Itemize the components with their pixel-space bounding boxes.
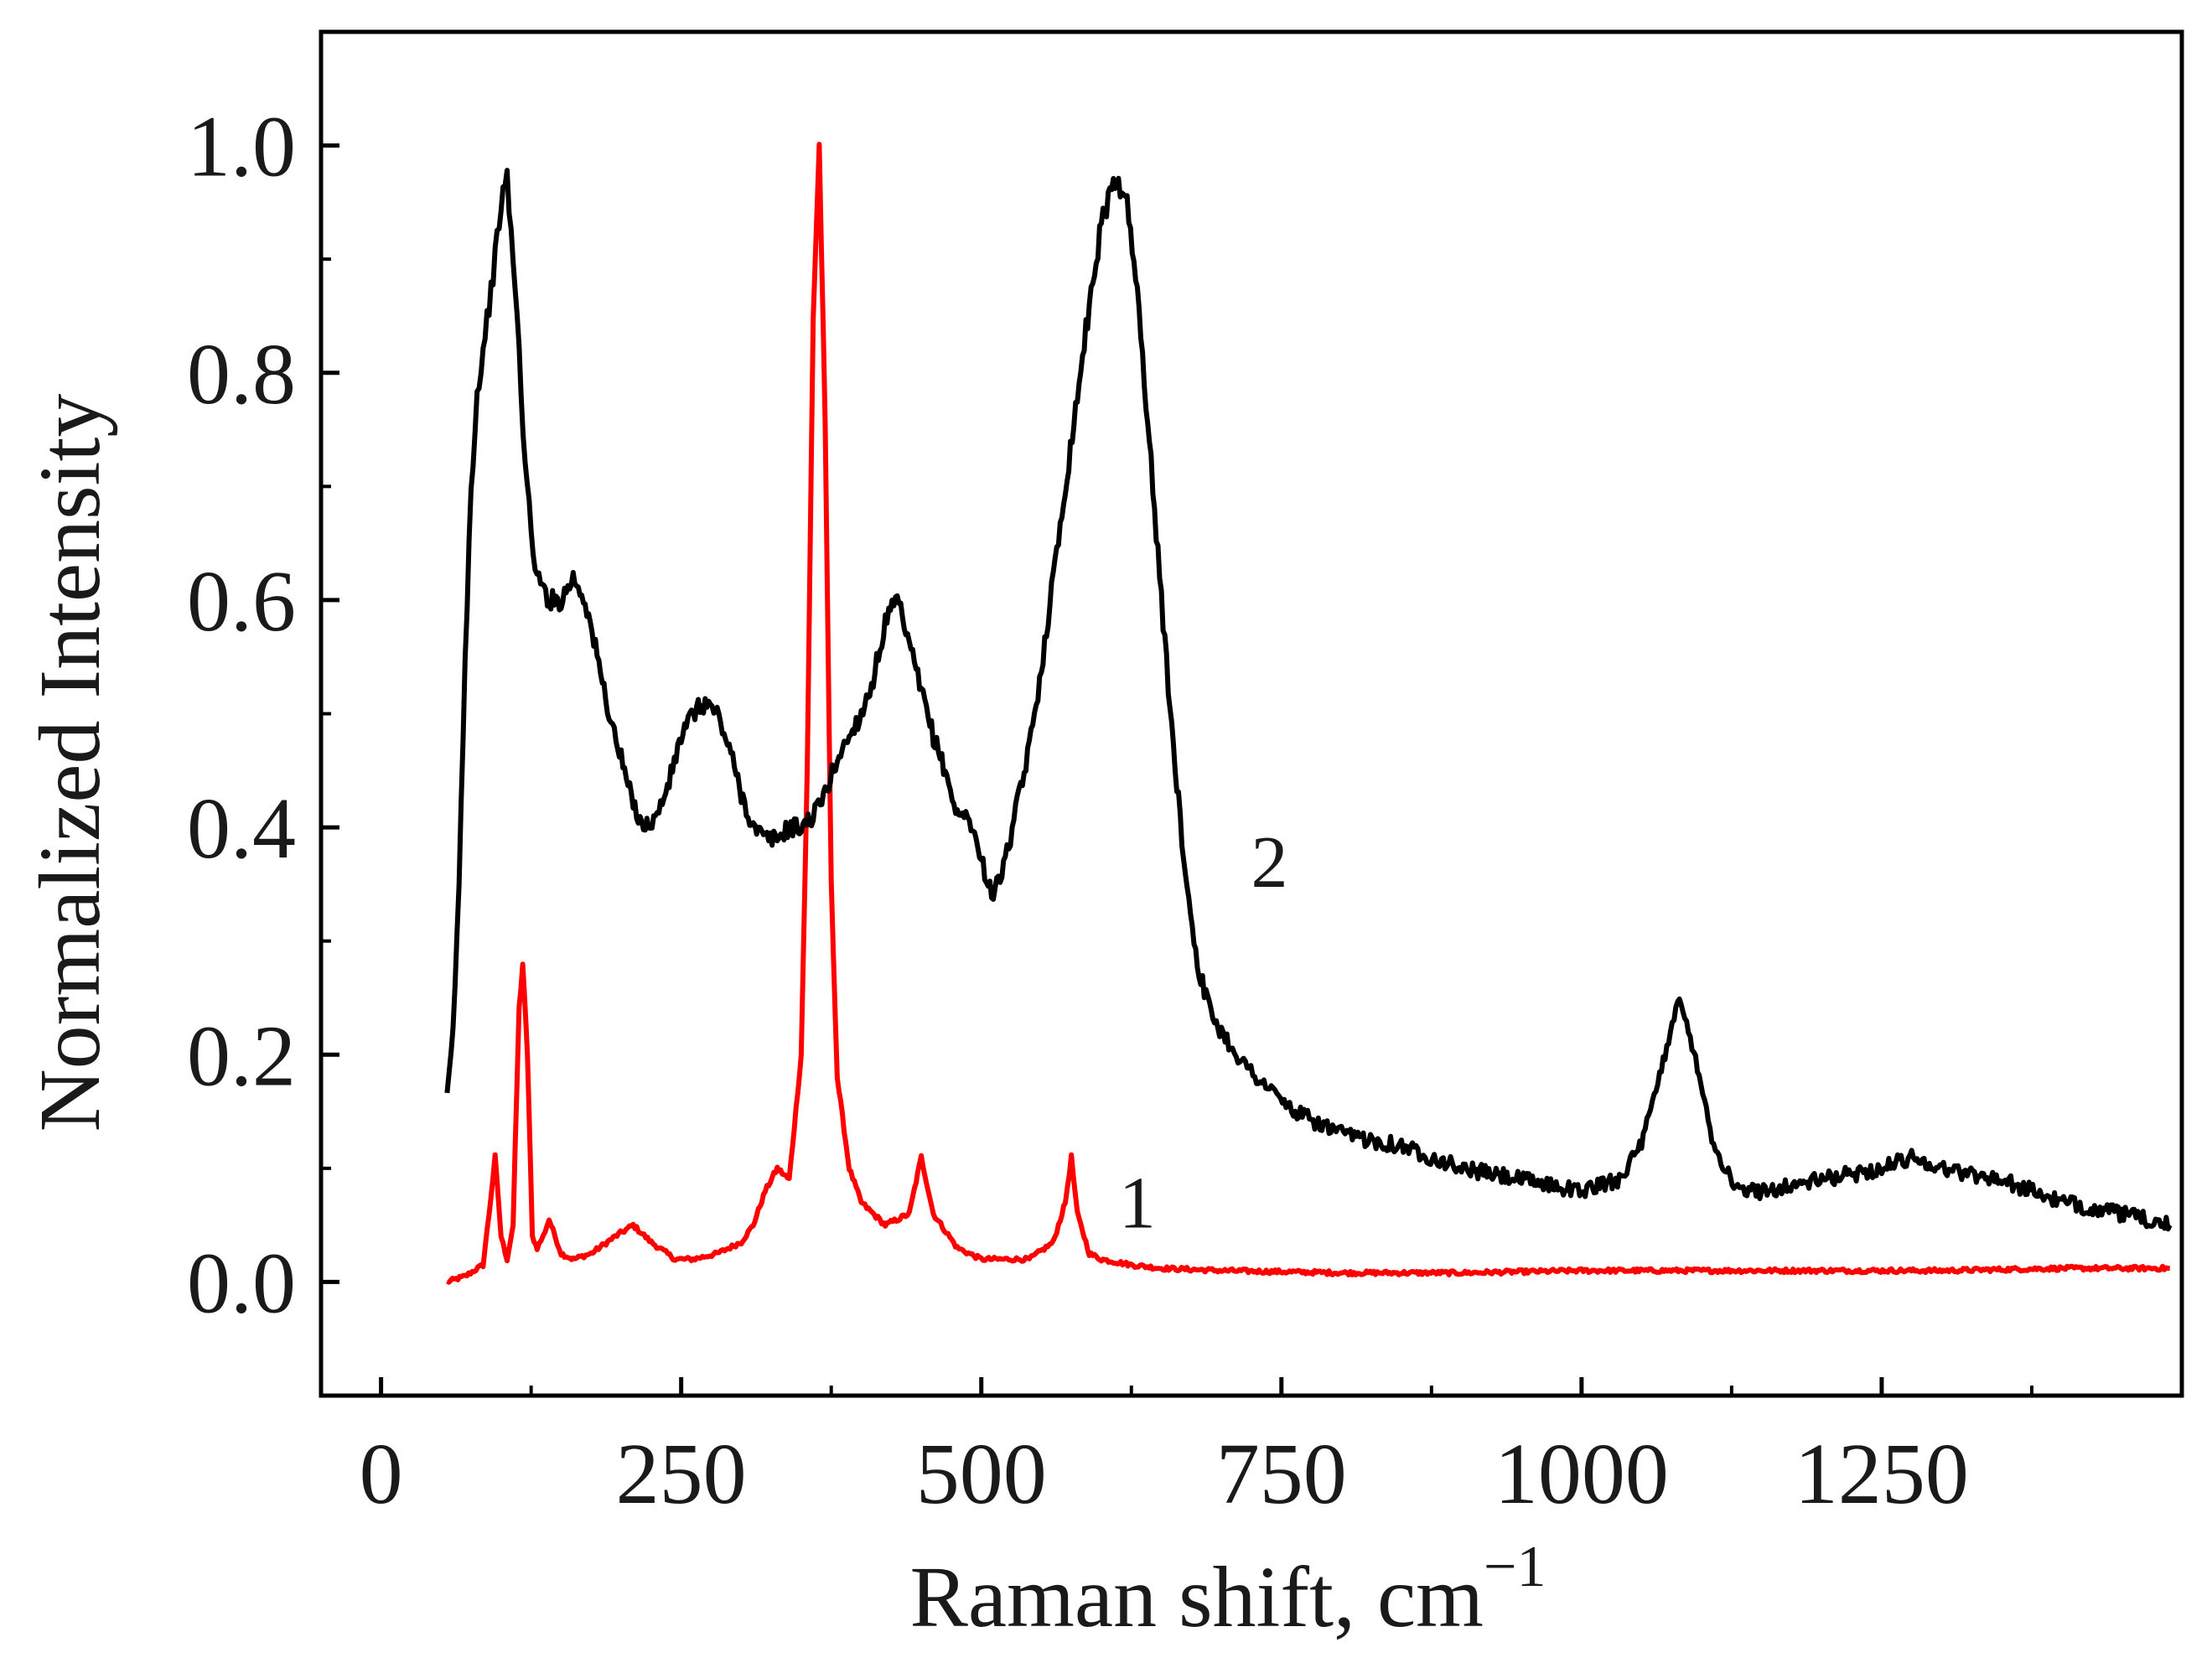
x-axis-title-superscript: −1 bbox=[1484, 1535, 1546, 1599]
y-tick-label: 0.0 bbox=[187, 1235, 296, 1331]
x-tick-label: 1250 bbox=[1795, 1426, 1969, 1522]
y-tick-label: 0.2 bbox=[187, 1008, 296, 1104]
x-tick-label: 250 bbox=[616, 1426, 747, 1522]
y-axis-title: Normalized Intensity bbox=[22, 394, 118, 1132]
x-axis-title: Raman shift, cm−1 bbox=[909, 1535, 1546, 1645]
curve-label-2: 2 bbox=[1251, 822, 1287, 904]
x-tick-label: 0 bbox=[360, 1426, 403, 1522]
x-tick-label: 1000 bbox=[1495, 1426, 1669, 1522]
plot-frame bbox=[319, 29, 2184, 1398]
y-tick-label: 0.4 bbox=[187, 780, 296, 877]
y-tick-label: 0.8 bbox=[187, 326, 296, 422]
y-tick-label: 1.0 bbox=[187, 99, 296, 195]
series-line-1 bbox=[446, 142, 2171, 1285]
series-line-2 bbox=[444, 168, 2173, 1232]
x-axis-title-text: Raman shift, cm bbox=[909, 1549, 1484, 1645]
y-tick-label: 0.6 bbox=[187, 553, 296, 650]
tick-labels: 0 250 500 750 1000 1250 0.0 0.2 0.4 0.6 0.8 1.0 bbox=[187, 99, 1969, 1522]
ticks bbox=[321, 143, 2033, 1396]
curve-labels: 12 bbox=[1119, 822, 1288, 1245]
series-group bbox=[444, 142, 2173, 1285]
x-tick-label: 750 bbox=[1216, 1426, 1347, 1522]
x-tick-label: 500 bbox=[916, 1426, 1047, 1522]
curve-label-1: 1 bbox=[1119, 1163, 1156, 1245]
